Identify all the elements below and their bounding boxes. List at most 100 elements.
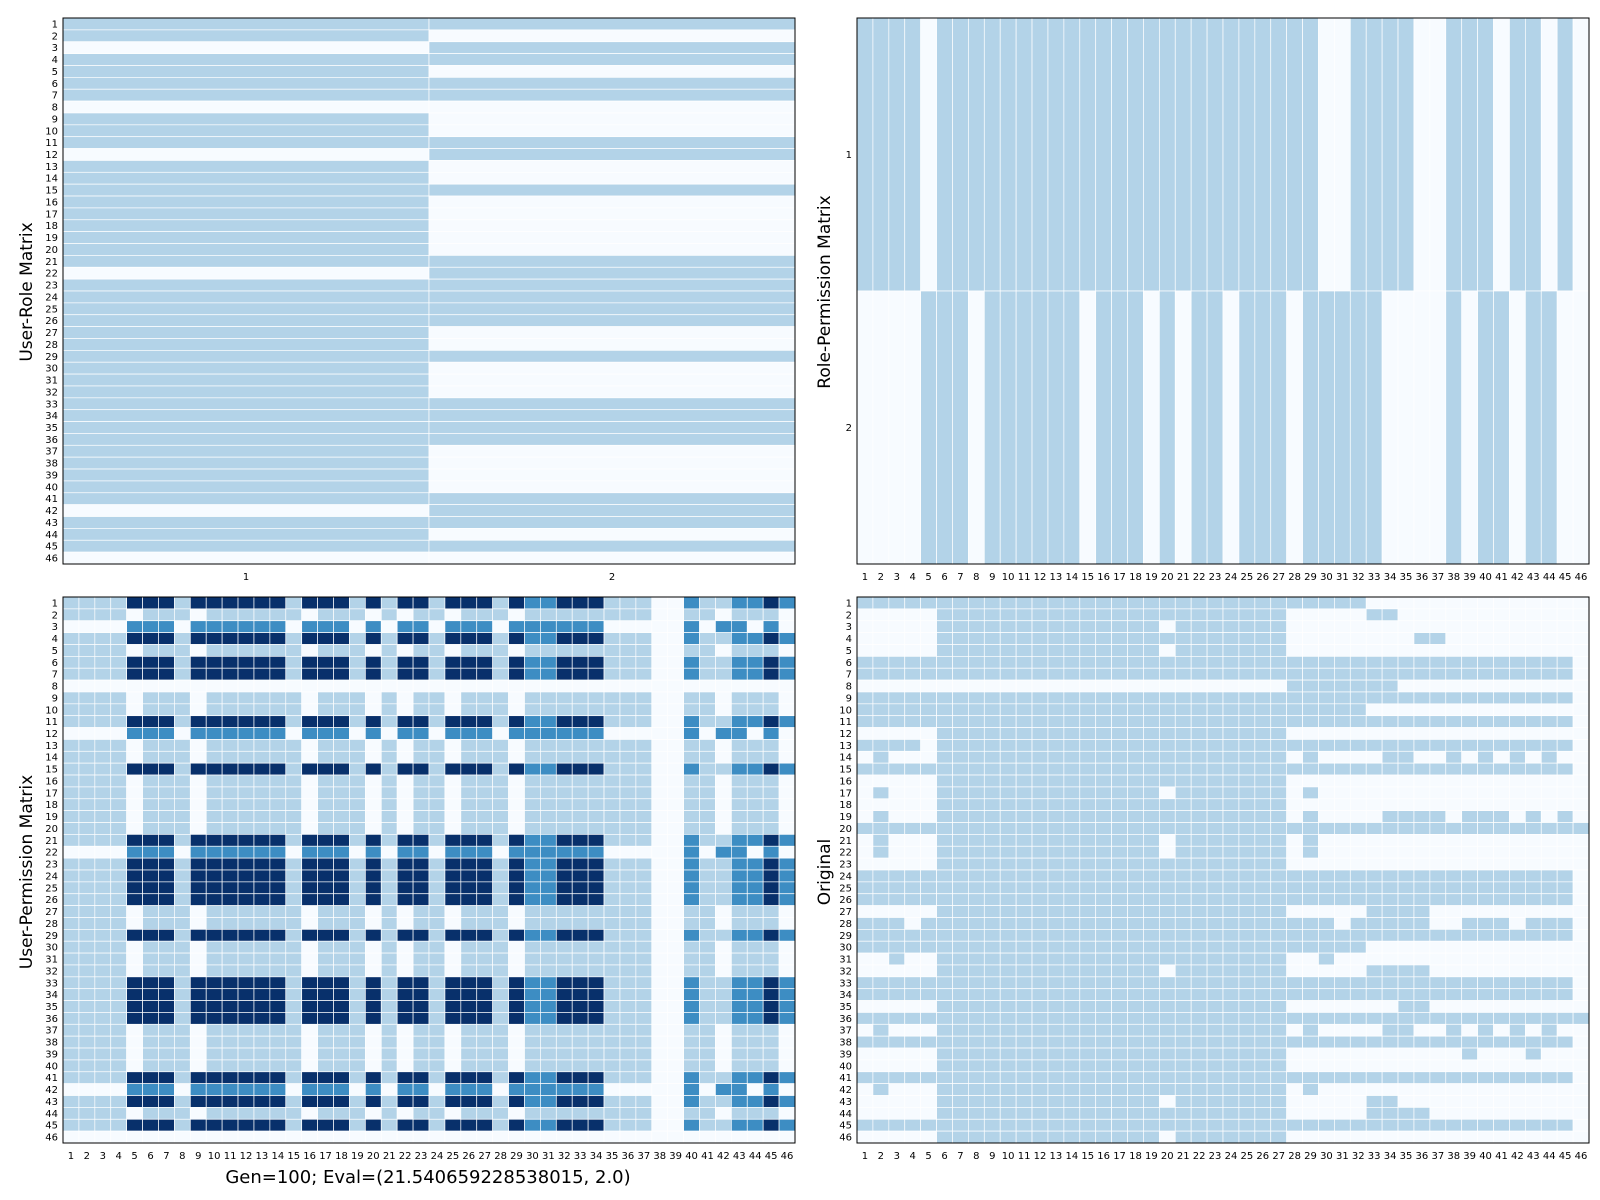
original-cell [1365, 810, 1383, 823]
original-x-tick-label: 2 [878, 1151, 884, 1162]
user-permission-cell [428, 881, 446, 895]
user-permission-cell [269, 857, 287, 871]
original-cell [1222, 1059, 1240, 1073]
role-permission-x-tick-label: 36 [1416, 572, 1429, 583]
user-permission-cell [349, 715, 366, 728]
user-permission-cell [221, 1023, 239, 1037]
user-permission-cell [365, 739, 382, 752]
user-role-cell [428, 278, 796, 292]
user-permission-cell [651, 608, 669, 622]
user-permission-cell [62, 905, 80, 918]
original-cell [1127, 881, 1144, 895]
original-cell [1302, 596, 1319, 610]
user-permission-cell [762, 1118, 780, 1132]
role-permission-cell [1079, 17, 1097, 292]
original-cell [1572, 810, 1590, 823]
user-permission-cell [126, 655, 143, 669]
user-permission-cell [508, 917, 525, 930]
original-cell [1095, 1107, 1112, 1120]
user-permission-cell [571, 869, 589, 883]
original-cell [904, 739, 921, 752]
user-permission-cell [269, 750, 287, 764]
role-permission-x-tick-label: 15 [1081, 572, 1094, 583]
user-permission-cell [778, 893, 796, 906]
user-permission-cell [221, 620, 239, 633]
user-permission-cell [603, 1023, 621, 1037]
original-cell [1031, 881, 1049, 895]
original-cell [1445, 644, 1463, 657]
original-cell [1095, 810, 1112, 823]
original-cell [1365, 881, 1383, 895]
original-cell [1509, 691, 1526, 705]
user-permission-cell [142, 1095, 159, 1108]
user-permission-cell [301, 762, 318, 776]
user-permission-cell [317, 964, 334, 978]
user-role-cell [62, 314, 430, 327]
user-permission-cell [78, 822, 96, 835]
user-permission-cell [158, 1095, 175, 1108]
user-permission-cell [619, 739, 637, 752]
user-permission-cell [269, 1059, 287, 1073]
original-cell [1572, 739, 1590, 752]
original-cell [1270, 881, 1287, 895]
original-cell [888, 1107, 906, 1120]
original-cell [1556, 940, 1574, 954]
user-permission-cell [587, 1071, 605, 1085]
user-permission-cell [396, 762, 414, 776]
user-permission-cell [508, 1071, 525, 1085]
user-permission-y-tick-label: 15 [45, 765, 58, 776]
original-cell [1063, 1083, 1081, 1096]
original-cell [1127, 940, 1144, 954]
user-permission-cell [683, 679, 700, 693]
user-permission-cell [221, 774, 239, 788]
original-cell [1302, 905, 1319, 918]
role-permission-cell [1222, 17, 1240, 292]
original-cell [1381, 667, 1399, 681]
original-cell [1365, 869, 1383, 883]
user-permission-cell [221, 679, 239, 693]
original-cell [1318, 834, 1335, 847]
role-permission-cell [1238, 17, 1256, 292]
user-permission-cell [651, 1023, 669, 1037]
original-cell [1397, 834, 1415, 847]
user-permission-cell [126, 667, 143, 681]
user-permission-cell [715, 608, 732, 622]
original-cell [936, 940, 953, 954]
original-cell [1318, 703, 1335, 717]
user-permission-cell [540, 1035, 557, 1049]
original-cell [968, 1118, 985, 1132]
original-cell [999, 1095, 1017, 1108]
role-permission-cell [1270, 290, 1287, 565]
user-permission-cell [396, 1130, 414, 1144]
original-cell [1111, 1035, 1128, 1049]
user-permission-cell [715, 988, 732, 1001]
original-cell [1381, 893, 1399, 906]
user-permission-cell [412, 1083, 430, 1096]
original-cell [1381, 1118, 1399, 1132]
user-permission-cell [94, 928, 112, 942]
user-permission-cell [94, 893, 112, 906]
user-permission-cell [428, 1047, 446, 1061]
user-permission-cell [158, 905, 175, 918]
user-permission-cell [142, 905, 159, 918]
user-permission-cell [555, 917, 573, 930]
user-permission-cell [540, 822, 557, 835]
user-permission-cell [142, 715, 159, 728]
user-permission-cell [78, 703, 96, 717]
original-cell [983, 940, 1001, 954]
original-cell [999, 679, 1017, 693]
original-cell [1461, 620, 1478, 633]
original-cell [1461, 1047, 1478, 1061]
user-permission-cell [667, 1083, 684, 1096]
user-role-cell [62, 219, 430, 232]
original-cell [1127, 798, 1144, 812]
original-y-tick-label: 20 [839, 824, 852, 835]
user-permission-cell [683, 810, 700, 823]
original-cell [1365, 786, 1383, 800]
original-cell [968, 869, 985, 883]
original-cell [1572, 834, 1590, 847]
original-cell [1111, 964, 1128, 978]
user-permission-cell [158, 940, 175, 954]
user-permission-cell [571, 667, 589, 681]
user-permission-cell [428, 1000, 446, 1013]
